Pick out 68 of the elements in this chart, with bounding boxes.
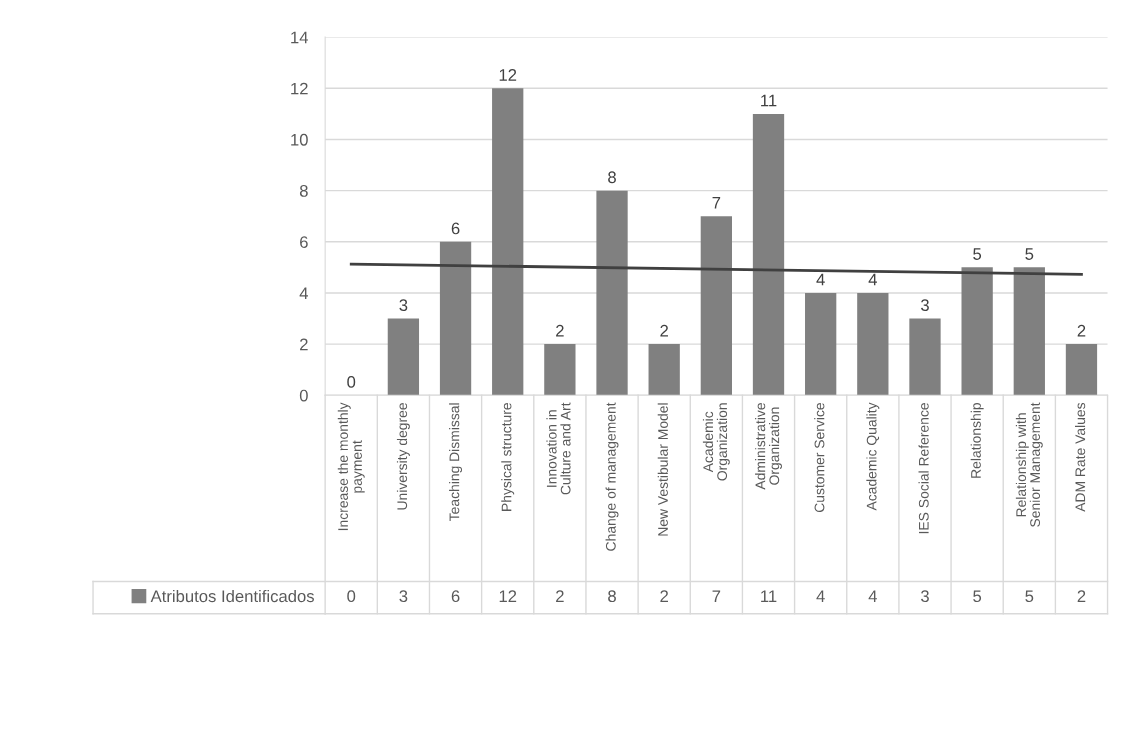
y-tick-label: 10 bbox=[291, 133, 308, 146]
x-tick-label: Academic Quality bbox=[866, 402, 880, 511]
bar bbox=[857, 292, 889, 396]
bar bbox=[596, 190, 628, 396]
bar bbox=[648, 344, 680, 396]
x-tick-label: IES Social Reference bbox=[918, 403, 929, 534]
text: 2 bbox=[660, 324, 668, 337]
bar bbox=[752, 113, 785, 396]
text: 0 bbox=[347, 376, 356, 388]
x-tick-label: Administrative Organization bbox=[755, 403, 782, 490]
data-label: 0 bbox=[347, 590, 356, 603]
x-tick-label: University degree bbox=[396, 403, 410, 510]
data-label: 7 bbox=[712, 590, 721, 602]
bar bbox=[700, 216, 732, 396]
text: 5 bbox=[1025, 248, 1034, 260]
data-label: 4 bbox=[868, 590, 877, 602]
data-label: 12 bbox=[499, 590, 517, 602]
bar bbox=[805, 292, 837, 396]
text: 2 bbox=[1077, 324, 1086, 337]
x-tick-label: Academic Organization bbox=[702, 403, 730, 481]
x-tick-label: Increase the monthly payment bbox=[337, 402, 365, 531]
text: 2 bbox=[556, 324, 564, 337]
bar bbox=[439, 241, 472, 396]
x-tick-label: New Vestibular Model bbox=[657, 403, 668, 536]
y-tick-label: 6 bbox=[300, 236, 308, 248]
data-label: 2 bbox=[660, 590, 668, 602]
x-tick-label: Change of management bbox=[605, 402, 619, 551]
data-label: 8 bbox=[608, 590, 616, 603]
bar bbox=[909, 318, 941, 396]
data-label: 2 bbox=[556, 590, 564, 602]
text: 11 bbox=[761, 94, 777, 107]
bar bbox=[1013, 267, 1045, 396]
x-tick-label: Innovation in Culture and Art bbox=[546, 402, 571, 495]
y-tick-label: 0 bbox=[299, 389, 308, 402]
bar bbox=[961, 267, 993, 396]
text: 4 bbox=[868, 273, 877, 286]
y-tick-label: 14 bbox=[291, 31, 308, 44]
y-tick-label: 2 bbox=[300, 338, 308, 351]
data-label: 6 bbox=[451, 590, 460, 603]
x-tick-label: Relationship bbox=[970, 403, 984, 478]
text: 12 bbox=[499, 69, 517, 81]
bar bbox=[492, 88, 524, 396]
x-tick-label: Relationship with Senior Management bbox=[1015, 402, 1043, 527]
y-tick-label: 12 bbox=[291, 82, 308, 95]
x-tick-label: Teaching Dismissal bbox=[449, 403, 463, 521]
legend-label: Atributos Identificados bbox=[150, 589, 314, 603]
y-tick-label: 8 bbox=[299, 185, 308, 197]
bar bbox=[1065, 344, 1098, 396]
y-tick-label: 4 bbox=[299, 287, 308, 299]
x-tick-label: Customer Service bbox=[814, 403, 825, 513]
text: 4 bbox=[816, 273, 825, 286]
data-label: 5 bbox=[973, 590, 982, 603]
data-label: 2 bbox=[1077, 590, 1086, 602]
data-label: 4 bbox=[816, 590, 825, 602]
text: 3 bbox=[399, 299, 408, 312]
x-tick-label: ADM Rate Values bbox=[1075, 402, 1086, 512]
data-label: 3 bbox=[920, 590, 929, 603]
data-label: 5 bbox=[1025, 590, 1034, 603]
bar bbox=[387, 318, 420, 396]
bar bbox=[544, 344, 576, 396]
data-label: 3 bbox=[399, 590, 408, 603]
data-label: 11 bbox=[761, 590, 777, 602]
text: 6 bbox=[451, 222, 460, 235]
x-tick-label: Physical structure bbox=[501, 403, 515, 511]
text: 3 bbox=[920, 299, 929, 312]
text: 7 bbox=[712, 197, 721, 209]
text: 8 bbox=[608, 171, 616, 184]
text: 5 bbox=[973, 248, 982, 260]
